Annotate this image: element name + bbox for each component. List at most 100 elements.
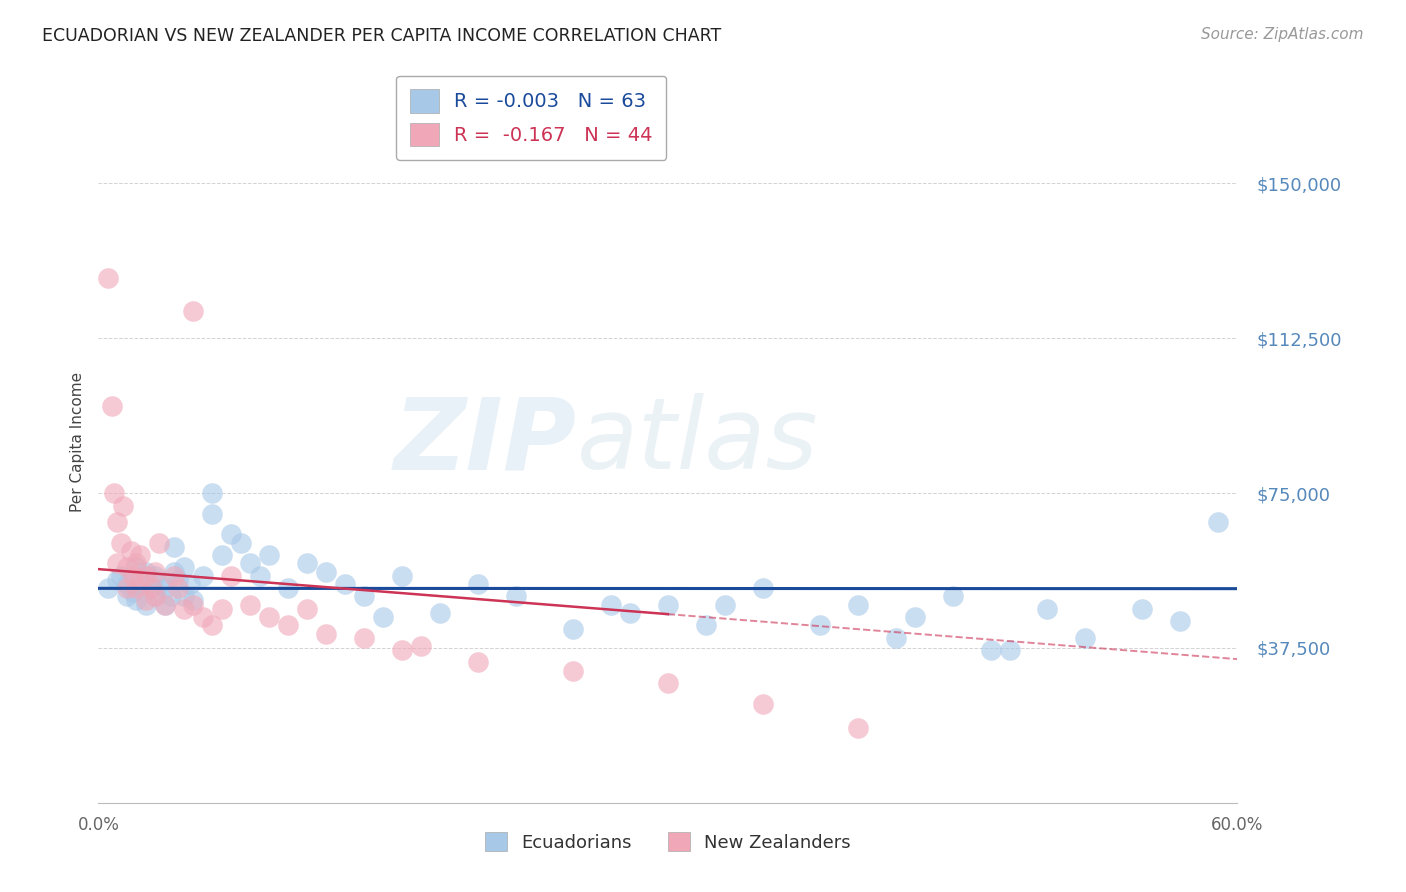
Point — [115, 577, 138, 591]
Point — [714, 598, 737, 612]
Point — [129, 577, 152, 591]
Point — [145, 565, 167, 579]
Point — [752, 581, 775, 595]
Point — [145, 590, 167, 604]
Point — [904, 610, 927, 624]
Point — [173, 560, 195, 574]
Point — [121, 585, 143, 599]
Point — [97, 581, 120, 595]
Point — [163, 568, 186, 582]
Point — [183, 598, 205, 612]
Y-axis label: Per Capita Income: Per Capita Income — [69, 371, 84, 512]
Point — [129, 573, 152, 587]
Point — [191, 568, 214, 582]
Point — [1074, 631, 1097, 645]
Point — [167, 573, 190, 587]
Point — [998, 643, 1021, 657]
Point — [695, 618, 717, 632]
Point — [600, 598, 623, 612]
Point — [239, 598, 262, 612]
Point — [148, 577, 170, 591]
Point — [353, 590, 375, 604]
Point — [103, 486, 125, 500]
Point — [562, 664, 585, 678]
Point — [297, 601, 319, 615]
Point — [315, 565, 337, 579]
Point — [145, 590, 167, 604]
Point — [167, 581, 190, 595]
Text: ZIP: ZIP — [394, 393, 576, 490]
Point — [107, 573, 129, 587]
Text: ECUADORIAN VS NEW ZEALANDER PER CAPITA INCOME CORRELATION CHART: ECUADORIAN VS NEW ZEALANDER PER CAPITA I… — [42, 27, 721, 45]
Point — [391, 643, 413, 657]
Point — [141, 581, 163, 595]
Point — [100, 400, 122, 414]
Point — [259, 548, 281, 562]
Point — [353, 631, 375, 645]
Point — [1170, 614, 1192, 628]
Point — [201, 507, 224, 521]
Point — [153, 581, 176, 595]
Point — [371, 610, 394, 624]
Point — [277, 581, 299, 595]
Point — [429, 606, 451, 620]
Point — [277, 618, 299, 632]
Point — [259, 610, 281, 624]
Point — [249, 568, 271, 582]
Point — [179, 577, 201, 591]
Point — [153, 598, 176, 612]
Point — [135, 568, 157, 582]
Point — [335, 577, 357, 591]
Point — [125, 560, 148, 574]
Point — [411, 639, 433, 653]
Point — [315, 626, 337, 640]
Point — [183, 304, 205, 318]
Point — [619, 606, 641, 620]
Point — [221, 527, 243, 541]
Point — [1132, 601, 1154, 615]
Point — [183, 593, 205, 607]
Point — [173, 601, 195, 615]
Point — [120, 544, 142, 558]
Point — [1208, 515, 1230, 529]
Point — [201, 486, 224, 500]
Point — [135, 598, 157, 612]
Point — [942, 590, 965, 604]
Point — [808, 618, 831, 632]
Point — [159, 590, 181, 604]
Point — [163, 540, 186, 554]
Point — [467, 577, 489, 591]
Point — [129, 548, 152, 562]
Point — [97, 271, 120, 285]
Point — [239, 557, 262, 571]
Point — [115, 560, 138, 574]
Point — [505, 590, 527, 604]
Point — [467, 656, 489, 670]
Point — [110, 568, 132, 582]
Legend: Ecuadorians, New Zealanders: Ecuadorians, New Zealanders — [478, 825, 858, 859]
Point — [125, 593, 148, 607]
Point — [135, 565, 157, 579]
Point — [153, 598, 176, 612]
Point — [657, 676, 679, 690]
Point — [115, 581, 138, 595]
Point — [657, 598, 679, 612]
Point — [562, 623, 585, 637]
Point — [121, 568, 143, 582]
Point — [201, 618, 224, 632]
Point — [125, 557, 148, 571]
Text: atlas: atlas — [576, 393, 818, 490]
Point — [846, 722, 869, 736]
Point — [391, 568, 413, 582]
Point — [115, 590, 138, 604]
Point — [107, 515, 129, 529]
Point — [211, 601, 233, 615]
Point — [110, 535, 132, 549]
Point — [191, 610, 214, 624]
Point — [141, 581, 163, 595]
Point — [229, 535, 252, 549]
Point — [148, 535, 170, 549]
Point — [125, 581, 148, 595]
Point — [107, 557, 129, 571]
Point — [979, 643, 1001, 657]
